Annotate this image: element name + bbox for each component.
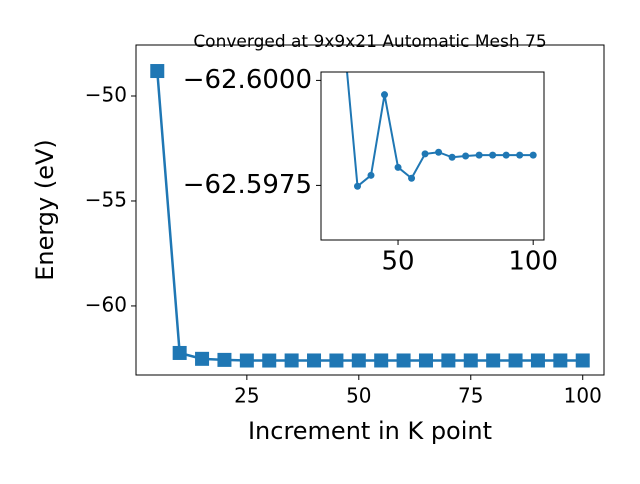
marker <box>353 182 361 190</box>
marker <box>367 171 375 179</box>
marker <box>553 353 568 368</box>
marker <box>489 151 497 159</box>
x-tick-label: 100 <box>564 384 602 408</box>
marker <box>284 353 299 368</box>
marker <box>486 353 501 368</box>
marker <box>239 353 254 368</box>
marker <box>435 148 443 156</box>
y-tick-label: −62.5975 <box>183 170 312 200</box>
chart-title: Converged at 9x9x21 Automatic Mesh 75 <box>193 32 546 52</box>
marker <box>394 163 402 171</box>
marker <box>307 353 322 368</box>
marker <box>262 353 277 368</box>
plot-area <box>150 64 590 368</box>
marker <box>374 353 389 368</box>
x-tick-label: 50 <box>346 384 371 408</box>
marker <box>408 174 416 182</box>
marker <box>351 353 366 368</box>
marker <box>441 353 456 368</box>
x-tick-label: 75 <box>458 384 483 408</box>
marker <box>463 353 478 368</box>
marker <box>448 153 456 161</box>
marker <box>150 64 165 79</box>
marker <box>530 353 545 368</box>
marker <box>217 352 232 367</box>
x-tick-label: 25 <box>234 384 259 408</box>
x-tick-label: 100 <box>508 247 558 277</box>
y-tick-label: −62.6000 <box>183 65 312 95</box>
x-tick-label: 50 <box>381 247 414 277</box>
y-axis-label: Energy (eV) <box>31 139 59 281</box>
marker <box>172 345 187 360</box>
marker <box>462 152 470 160</box>
axes-frame <box>320 71 545 241</box>
marker <box>502 151 510 159</box>
plot-area <box>346 72 537 190</box>
marker <box>195 351 210 366</box>
y-tick-label: −55 <box>85 187 127 211</box>
marker <box>329 353 344 368</box>
marker <box>575 353 590 368</box>
marker <box>396 353 411 368</box>
axes-frame <box>135 44 605 376</box>
marker <box>421 150 429 158</box>
marker <box>381 91 389 99</box>
marker <box>529 151 537 159</box>
marker <box>508 353 523 368</box>
marker <box>418 353 433 368</box>
marker <box>516 151 524 159</box>
y-tick-label: −50 <box>85 83 127 107</box>
y-tick-label: −60 <box>85 292 127 316</box>
marker <box>475 151 483 159</box>
x-axis-label: Increment in K point <box>248 417 492 445</box>
